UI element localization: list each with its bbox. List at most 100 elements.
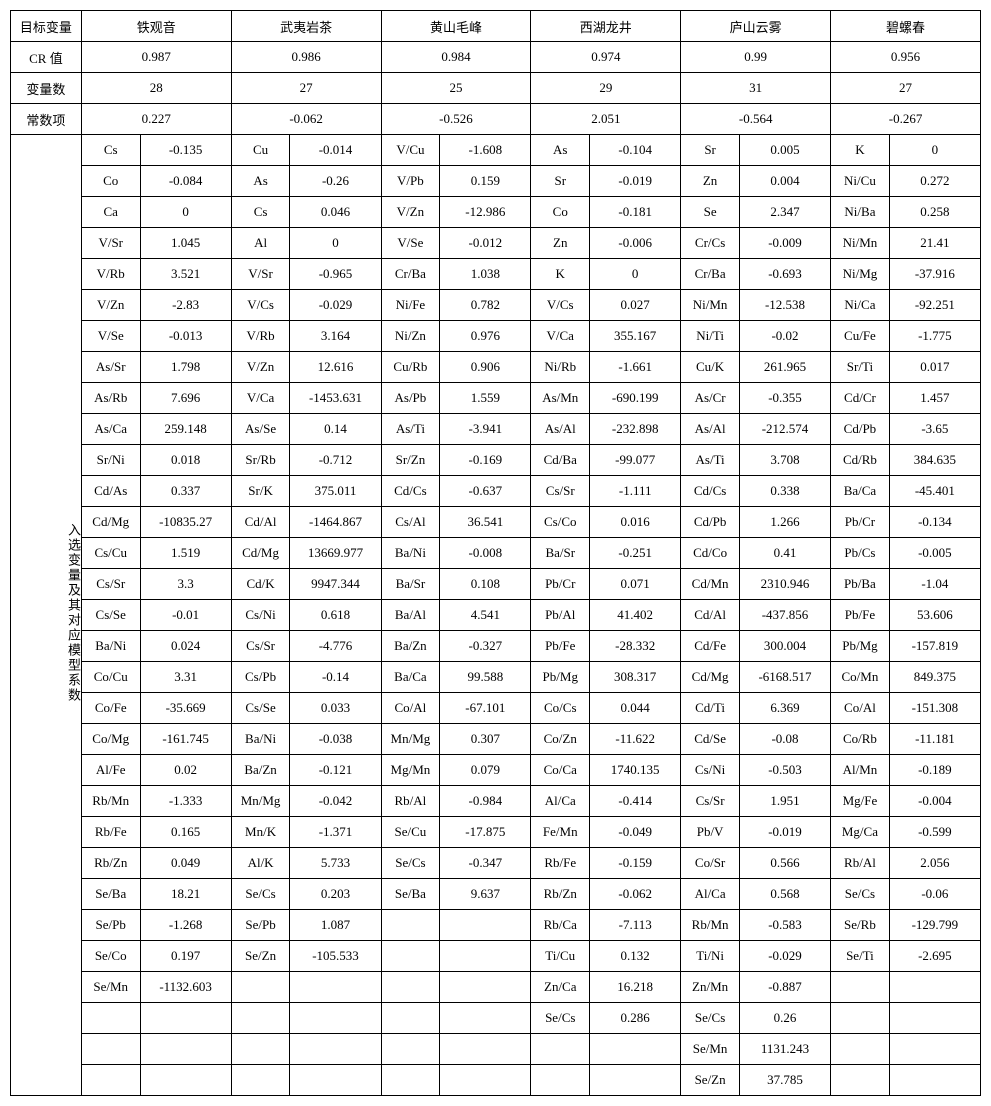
var-coef-r11-c5: -45.401	[889, 476, 980, 507]
summary-constant-4: -0.564	[681, 104, 831, 135]
var-coef-r2-c5: 0.258	[889, 197, 980, 228]
var-coef-r1-c1: -0.26	[290, 166, 381, 197]
var-coef-r22-c2: -17.875	[440, 817, 531, 848]
header-tea-4: 庐山云雾	[681, 11, 831, 42]
var-coef-r23-c5: 2.056	[889, 848, 980, 879]
var-name-r11-c3: Cs/Sr	[531, 476, 590, 507]
var-coef-r23-c2: -0.347	[440, 848, 531, 879]
var-name-r30-c5	[831, 1065, 890, 1096]
var-name-r5-c4: Ni/Mn	[681, 290, 740, 321]
var-name-r5-c2: Ni/Fe	[381, 290, 440, 321]
summary-constant-3: 2.051	[531, 104, 681, 135]
var-name-r26-c0: Se/Co	[81, 941, 140, 972]
var-coef-r8-c4: -0.355	[739, 383, 830, 414]
var-coef-r20-c5: -0.189	[889, 755, 980, 786]
var-name-r21-c4: Cs/Sr	[681, 786, 740, 817]
var-coef-r13-c0: 1.519	[140, 538, 231, 569]
var-name-r16-c1: Cs/Sr	[231, 631, 290, 662]
var-coef-r6-c2: 0.976	[440, 321, 531, 352]
var-coef-r30-c2	[440, 1065, 531, 1096]
var-coef-r18-c2: -67.101	[440, 693, 531, 724]
var-coef-r29-c0	[140, 1034, 231, 1065]
var-name-r19-c3: Co/Zn	[531, 724, 590, 755]
var-coef-r2-c2: -12.986	[440, 197, 531, 228]
var-name-r18-c5: Co/Al	[831, 693, 890, 724]
var-name-r9-c0: As/Ca	[81, 414, 140, 445]
var-name-r6-c4: Ni/Ti	[681, 321, 740, 352]
summary-varCount-4: 31	[681, 73, 831, 104]
var-coef-r27-c1	[290, 972, 381, 1003]
var-name-r7-c5: Sr/Ti	[831, 352, 890, 383]
var-name-r13-c0: Cs/Cu	[81, 538, 140, 569]
var-coef-r28-c4: 0.26	[739, 1003, 830, 1034]
var-name-r23-c3: Rb/Fe	[531, 848, 590, 879]
var-name-r30-c4: Se/Zn	[681, 1065, 740, 1096]
var-coef-r13-c5: -0.005	[889, 538, 980, 569]
var-name-r17-c4: Cd/Mg	[681, 662, 740, 693]
var-coef-r17-c5: 849.375	[889, 662, 980, 693]
var-name-r11-c2: Cd/Cs	[381, 476, 440, 507]
var-coef-r10-c4: 3.708	[739, 445, 830, 476]
var-name-r12-c3: Cs/Co	[531, 507, 590, 538]
var-name-r11-c4: Cd/Cs	[681, 476, 740, 507]
summary-varCount-2: 25	[381, 73, 531, 104]
var-coef-r19-c1: -0.038	[290, 724, 381, 755]
var-coef-r26-c5: -2.695	[889, 941, 980, 972]
var-name-r30-c1	[231, 1065, 290, 1096]
var-coef-r8-c5: 1.457	[889, 383, 980, 414]
var-name-r8-c2: As/Pb	[381, 383, 440, 414]
summary-constant-1: -0.062	[231, 104, 381, 135]
var-coef-r3-c4: -0.009	[739, 228, 830, 259]
row-label-cr: CR 值	[11, 42, 82, 73]
var-name-r23-c5: Rb/Al	[831, 848, 890, 879]
summary-cr-0: 0.987	[81, 42, 231, 73]
var-coef-r23-c3: -0.159	[590, 848, 681, 879]
var-name-r25-c2	[381, 910, 440, 941]
var-name-r3-c1: Al	[231, 228, 290, 259]
var-coef-r6-c3: 355.167	[590, 321, 681, 352]
var-name-r19-c1: Ba/Ni	[231, 724, 290, 755]
var-name-r10-c0: Sr/Ni	[81, 445, 140, 476]
var-coef-r14-c5: -1.04	[889, 569, 980, 600]
var-name-r21-c3: Al/Ca	[531, 786, 590, 817]
var-name-r27-c4: Zn/Mn	[681, 972, 740, 1003]
var-coef-r19-c5: -11.181	[889, 724, 980, 755]
var-name-r27-c1	[231, 972, 290, 1003]
var-name-r8-c0: As/Rb	[81, 383, 140, 414]
var-coef-r20-c1: -0.121	[290, 755, 381, 786]
summary-constant-5: -0.267	[831, 104, 981, 135]
var-coef-r3-c2: -0.012	[440, 228, 531, 259]
var-name-r13-c2: Ba/Ni	[381, 538, 440, 569]
summary-cr-1: 0.986	[231, 42, 381, 73]
var-name-r15-c2: Ba/Al	[381, 600, 440, 631]
var-coef-r7-c0: 1.798	[140, 352, 231, 383]
var-name-r20-c5: Al/Mn	[831, 755, 890, 786]
var-coef-r10-c2: -0.169	[440, 445, 531, 476]
var-name-r22-c2: Se/Cu	[381, 817, 440, 848]
header-tea-2: 黄山毛峰	[381, 11, 531, 42]
var-name-r28-c1	[231, 1003, 290, 1034]
var-name-r13-c5: Pb/Cs	[831, 538, 890, 569]
summary-cr-5: 0.956	[831, 42, 981, 73]
var-name-r16-c0: Ba/Ni	[81, 631, 140, 662]
var-name-r18-c0: Co/Fe	[81, 693, 140, 724]
var-name-r17-c5: Co/Mn	[831, 662, 890, 693]
var-name-r21-c0: Rb/Mn	[81, 786, 140, 817]
var-coef-r24-c3: -0.062	[590, 879, 681, 910]
var-name-r24-c3: Rb/Zn	[531, 879, 590, 910]
var-name-r4-c0: V/Rb	[81, 259, 140, 290]
var-coef-r9-c0: 259.148	[140, 414, 231, 445]
var-coef-r28-c1	[290, 1003, 381, 1034]
var-coef-r2-c1: 0.046	[290, 197, 381, 228]
var-name-r29-c0	[81, 1034, 140, 1065]
var-coef-r5-c3: 0.027	[590, 290, 681, 321]
var-coef-r14-c3: 0.071	[590, 569, 681, 600]
var-coef-r15-c1: 0.618	[290, 600, 381, 631]
var-name-r16-c2: Ba/Zn	[381, 631, 440, 662]
var-coef-r25-c0: -1.268	[140, 910, 231, 941]
var-coef-r10-c1: -0.712	[290, 445, 381, 476]
var-name-r2-c1: Cs	[231, 197, 290, 228]
var-coef-r28-c0	[140, 1003, 231, 1034]
var-coef-r22-c0: 0.165	[140, 817, 231, 848]
var-coef-r28-c2	[440, 1003, 531, 1034]
